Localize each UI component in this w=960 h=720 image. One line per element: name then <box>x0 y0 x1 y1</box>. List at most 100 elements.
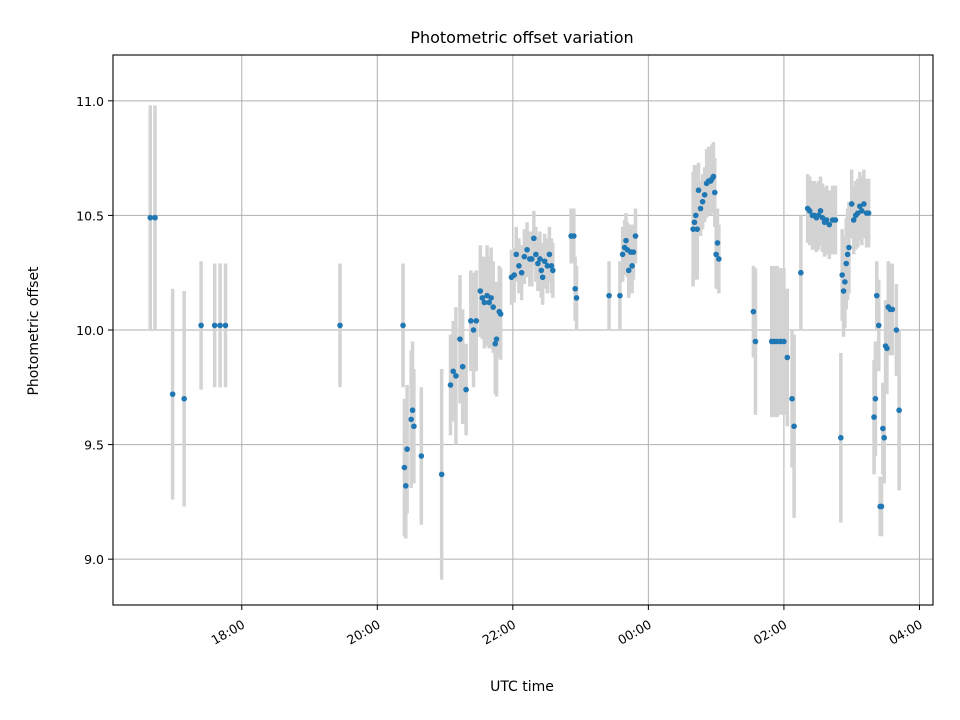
data-point <box>541 258 548 265</box>
data-point <box>873 292 880 299</box>
data-point <box>859 208 865 214</box>
data-point <box>695 187 702 194</box>
data-point <box>337 322 343 329</box>
data-point <box>701 191 708 198</box>
data-point <box>479 295 486 301</box>
data-point <box>693 212 699 219</box>
data-point <box>511 272 517 278</box>
data-point <box>889 306 896 313</box>
data-point <box>468 318 474 324</box>
data-point <box>789 395 795 402</box>
data-point <box>402 483 409 489</box>
data-point <box>896 407 902 414</box>
y-tick-label: 10.5 <box>76 208 104 223</box>
data-point <box>861 201 867 207</box>
data-point <box>411 423 417 430</box>
data-point <box>838 434 844 441</box>
data-point <box>815 212 822 219</box>
data-point <box>714 240 721 246</box>
y-tick-label: 9.0 <box>84 552 104 567</box>
data-point <box>573 295 580 301</box>
data-point <box>839 272 845 278</box>
data-point <box>865 210 872 216</box>
data-point <box>211 322 218 329</box>
data-point <box>538 267 545 274</box>
data-point <box>531 235 537 242</box>
data-points <box>147 173 902 510</box>
data-point <box>544 263 551 269</box>
y-axis-label: Photometric offset <box>26 266 42 396</box>
data-point <box>450 368 456 375</box>
data-point <box>690 226 696 232</box>
data-point <box>710 173 717 180</box>
data-point <box>488 295 494 301</box>
data-point <box>817 208 824 214</box>
data-point <box>409 407 416 414</box>
data-point <box>826 221 833 228</box>
data-point <box>819 214 826 221</box>
data-point <box>147 214 154 221</box>
data-point <box>699 198 706 205</box>
data-point <box>875 322 882 329</box>
data-point <box>438 471 445 478</box>
data-point <box>691 219 698 226</box>
data-point <box>492 340 499 347</box>
data-point <box>884 345 890 352</box>
data-point <box>871 414 877 420</box>
data-point <box>484 292 490 299</box>
data-point <box>806 208 813 214</box>
data-point <box>447 382 454 388</box>
data-point <box>217 322 223 329</box>
data-point <box>881 434 888 441</box>
data-point <box>473 318 480 324</box>
data-point <box>617 292 623 299</box>
data-point <box>850 217 857 223</box>
data-point <box>846 244 852 251</box>
chart-title: Photometric offset variation <box>410 28 633 47</box>
data-point <box>418 453 425 459</box>
y-tick-label: 10.0 <box>76 323 104 338</box>
data-point <box>619 251 626 258</box>
data-point <box>404 446 410 452</box>
data-point <box>546 251 553 258</box>
data-point <box>880 425 886 432</box>
data-point <box>477 288 484 294</box>
data-point <box>408 416 414 423</box>
data-point <box>832 217 839 223</box>
data-point <box>716 256 722 262</box>
data-point <box>752 338 759 345</box>
data-point <box>198 322 204 329</box>
data-point <box>539 274 546 281</box>
data-point <box>529 256 535 262</box>
data-point <box>713 251 719 258</box>
data-point <box>459 363 466 370</box>
data-point <box>694 226 700 232</box>
y-axis-ticks: 9.0 9.5 10.0 10.5 11.0 <box>76 94 113 567</box>
x-axis-label: UTC time <box>490 679 554 695</box>
data-point <box>518 269 525 276</box>
data-point <box>152 214 158 221</box>
data-point <box>497 311 504 317</box>
data-point <box>781 338 787 345</box>
data-point <box>533 251 539 258</box>
data-point <box>629 263 635 269</box>
data-point <box>550 267 556 274</box>
data-point <box>697 205 704 212</box>
data-point <box>750 308 757 315</box>
data-point <box>457 336 463 342</box>
data-point <box>844 251 851 258</box>
data-point <box>470 327 477 333</box>
data-point <box>537 256 543 262</box>
data-point <box>842 279 848 285</box>
data-point <box>535 260 541 267</box>
data-point <box>784 354 791 361</box>
y-tick-label: 11.0 <box>76 94 104 109</box>
data-point <box>791 423 797 430</box>
data-point <box>548 263 555 269</box>
data-point <box>572 285 578 292</box>
data-point <box>878 503 885 510</box>
data-point <box>630 249 637 255</box>
data-point <box>571 233 577 239</box>
